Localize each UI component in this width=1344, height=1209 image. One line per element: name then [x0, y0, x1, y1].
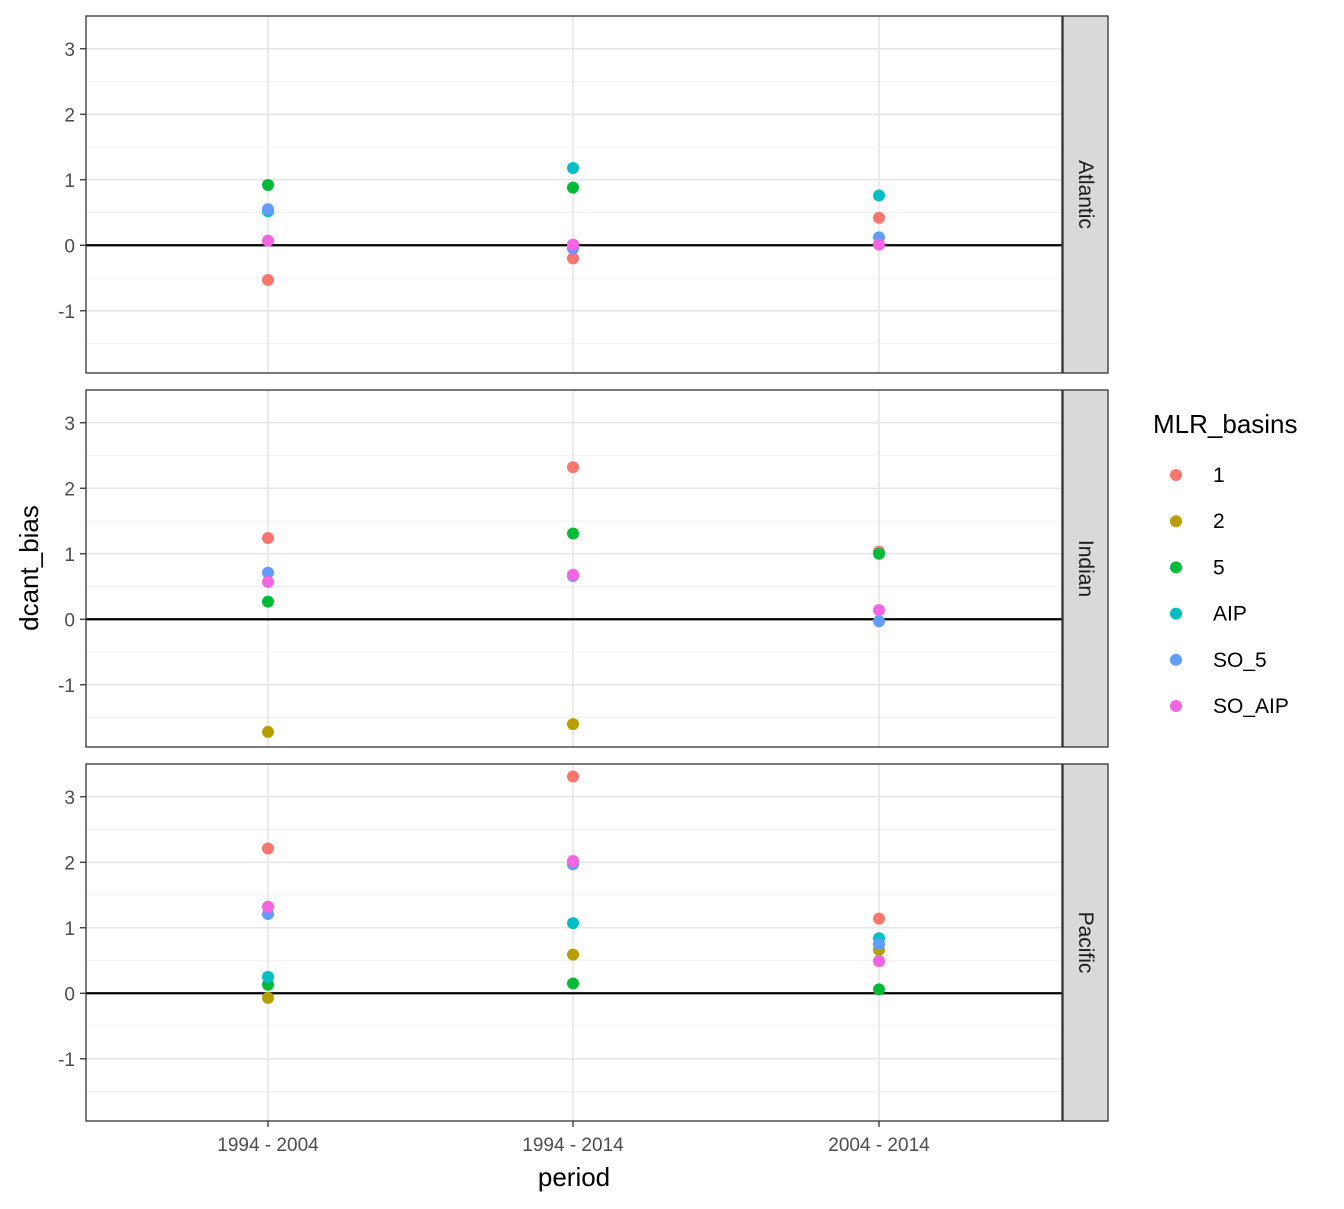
point-atlantic-5-1: [262, 179, 274, 192]
y-tick-label: 1: [64, 919, 75, 940]
legend-key-2: [1170, 515, 1182, 528]
point-atlantic-so-aip-1: [262, 234, 274, 247]
point-pacific-2-1: [262, 991, 274, 1004]
legend-key-so-5: [1170, 653, 1182, 666]
point-atlantic-1-2: [567, 252, 579, 265]
y-tick-label: 3: [64, 788, 75, 809]
point-pacific-5-3: [873, 983, 885, 996]
point-atlantic-1-3: [873, 211, 885, 224]
facet-strip-label: Indian: [1074, 540, 1097, 597]
legend-label: SO_5: [1213, 649, 1267, 672]
point-pacific-aip-1: [262, 970, 274, 983]
legend-key-aip: [1170, 607, 1182, 620]
point-atlantic-aip-3: [873, 189, 885, 202]
y-tick-label: 2: [64, 105, 75, 126]
facet-strip: [1062, 763, 1109, 1122]
point-pacific-so-aip-2: [567, 854, 579, 867]
point-pacific-so-5-3: [873, 938, 885, 951]
legend-key-5: [1170, 561, 1182, 574]
y-tick-label: 3: [64, 414, 75, 435]
y-tick-label: 0: [64, 236, 75, 257]
facet-panel-atlantic: -1 0 1 2 3 Atlantic: [58, 15, 1109, 374]
y-tick-label: -1: [58, 676, 75, 697]
legend-title: MLR_basins: [1153, 409, 1298, 439]
point-atlantic-5-2: [567, 181, 579, 194]
x-axis-title: period: [538, 1162, 610, 1192]
panel-background: [86, 16, 1062, 373]
facet-strip-label: Pacific: [1074, 912, 1097, 974]
legend-key-so-aip: [1170, 700, 1182, 712]
facet-strip: [1062, 389, 1109, 748]
legend-label: 1: [1213, 464, 1225, 487]
legend-label: 5: [1213, 556, 1225, 579]
x-tick-label: 1994 - 2004: [217, 1135, 319, 1156]
point-pacific-so-aip-3: [873, 955, 885, 968]
x-tick-label: 1994 - 2014: [522, 1135, 624, 1156]
panel-border: [85, 15, 1063, 374]
y-tick-label: -1: [58, 302, 75, 323]
point-pacific-aip-2: [567, 917, 579, 930]
legend-key-1: [1170, 469, 1182, 481]
y-tick-label: 1: [64, 171, 75, 192]
y-tick-label: -1: [58, 1050, 75, 1071]
point-indian-so-aip-1: [262, 575, 274, 588]
point-pacific-2-2: [567, 948, 579, 961]
point-pacific-1-2: [567, 770, 579, 783]
point-indian-5-2: [567, 527, 579, 540]
point-pacific-so-aip-1: [262, 900, 274, 913]
panel-background: [86, 390, 1062, 747]
legend-label: AIP: [1213, 603, 1247, 626]
point-pacific-5-2: [567, 977, 579, 990]
legend-label: 2: [1213, 510, 1225, 533]
facet-strip: [1062, 15, 1109, 374]
point-indian-5-3: [873, 547, 885, 560]
point-indian-so-aip-3: [873, 604, 885, 617]
y-tick-label: 2: [64, 853, 75, 874]
point-indian-so-aip-2: [567, 568, 579, 581]
point-indian-5-1: [262, 595, 274, 608]
legend-label: SO_AIP: [1213, 695, 1289, 718]
facet-panel-pacific: -1 0 1 2 3 Pacific: [58, 763, 1109, 1122]
y-axis-title: dcant_bias: [14, 505, 44, 631]
y-tick-label: 0: [64, 610, 75, 631]
legend: MLR_basins 1 2 5 AIP SO_5 SO_AIP: [1153, 409, 1298, 718]
point-atlantic-1-1: [262, 273, 274, 286]
panel-background: [86, 764, 1062, 1121]
point-pacific-1-3: [873, 912, 885, 925]
facet-panel-indian: -1 0 1 2 3 Indian: [58, 389, 1109, 748]
panel-border: [85, 389, 1063, 748]
point-atlantic-so-aip-3: [873, 238, 885, 251]
point-atlantic-so-aip-2: [567, 238, 579, 251]
point-pacific-1-1: [262, 842, 274, 855]
facet-strip-label: Atlantic: [1074, 160, 1097, 229]
point-atlantic-aip-2: [567, 161, 579, 174]
y-tick-label: 3: [64, 40, 75, 61]
point-atlantic-so-5-1: [262, 203, 274, 216]
point-indian-1-2: [567, 461, 579, 474]
x-tick-label: 2004 - 2014: [828, 1135, 930, 1156]
point-indian-so-5-3: [873, 615, 885, 628]
panel-border: [85, 763, 1063, 1122]
y-tick-label: 0: [64, 984, 75, 1005]
y-tick-label: 1: [64, 545, 75, 566]
point-indian-2-2: [567, 718, 579, 731]
point-indian-2-1: [262, 725, 274, 738]
point-indian-so-5-1: [262, 566, 274, 579]
point-indian-1-1: [262, 532, 274, 545]
y-tick-label: 2: [64, 479, 75, 500]
